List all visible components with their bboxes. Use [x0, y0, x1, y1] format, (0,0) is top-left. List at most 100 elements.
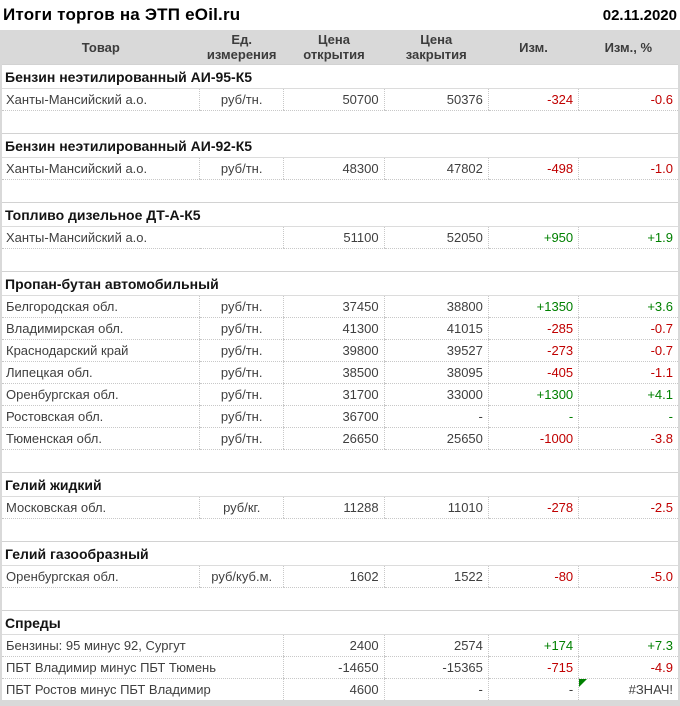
cell-unit: руб/кг. — [199, 496, 284, 519]
section-gap — [1, 111, 679, 134]
section-title: Пропан-бутан автомобильный — [1, 271, 679, 296]
section-title: Бензин неэтилированный АИ-95-К5 — [1, 64, 679, 89]
cell-unit: руб/куб.м. — [199, 565, 284, 588]
section-gap-row — [1, 111, 679, 134]
cell-open-price: 11288 — [283, 496, 385, 519]
table-row: Ханты-Мансийский а.о. руб/тн. 50700 50376 -3… — [1, 88, 679, 111]
cell-close-price: 38095 — [383, 361, 489, 384]
cell-change-pct: -5.0 — [578, 565, 679, 588]
table-row: Ханты-Мансийский а.о. руб/тн. 48300 47802 -4… — [1, 157, 679, 180]
cell-unit: руб/тн. — [199, 157, 284, 180]
cell-change-pct: -0.7 — [578, 339, 679, 362]
column-header-change: Изм. — [488, 30, 579, 65]
column-header-close-price: Цена закрытия — [384, 30, 489, 65]
section-title-row: Пропан-бутан автомобильный — [1, 271, 679, 296]
cell-change-pct: +1.9 — [578, 226, 679, 249]
column-header-unit: Ед. измерения — [199, 30, 284, 65]
cell-product: Бензины: 95 минус 92, Сургут — [1, 634, 284, 657]
cell-change: -273 — [487, 339, 579, 362]
cell-open-price: 26650 — [283, 427, 385, 450]
cell-close-price: 38800 — [383, 295, 489, 318]
cell-open-price: 37450 — [283, 295, 385, 318]
section-gap-row — [1, 588, 679, 611]
cell-unit: руб/тн. — [199, 427, 284, 450]
table-row: Ростовская обл. руб/тн. 36700- - - — [1, 405, 679, 428]
cell-product: Владимирская обл. — [1, 317, 200, 340]
table-row: ПБТ Владимир минус ПБТ Тюмень -14650 -1536… — [1, 656, 679, 679]
cell-open-price: 36700 — [283, 405, 385, 428]
table-row: Липецкая обл. руб/тн. 38500 38095 -405 -1.1 — [1, 361, 679, 384]
report-header: Итоги торгов на ЭТП eOil.ru 02.11.2020 — [0, 0, 680, 30]
cell-change-pct: +4.1 — [578, 383, 679, 406]
cell-open-price: 48300 — [283, 157, 385, 180]
section-gap — [1, 519, 679, 542]
table-row: Оренбургская обл. руб/тн. 31700 33000 +1300 +… — [1, 383, 679, 406]
cell-change-pct: #ЗНАЧ! — [578, 678, 679, 704]
report-date: 02.11.2020 — [602, 6, 677, 24]
cell-product: Ханты-Мансийский а.о. — [1, 88, 200, 111]
cell-open-price: 4600 — [283, 678, 385, 704]
table-row: ПБТ Ростов минус ПБТ Владимир 4600- - #ЗНАЧ… — [1, 678, 679, 704]
cell-change: -324 — [487, 88, 579, 111]
cell-change: -80 — [487, 565, 579, 588]
table-row: Белгородская обл. руб/тн. 37450 38800 +1350 +… — [1, 295, 679, 318]
cell-close-price: 50376 — [383, 88, 489, 111]
cell-product: ПБТ Владимир минус ПБТ Тюмень — [1, 656, 284, 679]
cell-product: Липецкая обл. — [1, 361, 200, 384]
cell-change: -278 — [487, 496, 579, 519]
section-gap-row — [1, 450, 679, 473]
cell-close-price: 52050 — [383, 226, 489, 249]
cell-change: -405 — [487, 361, 579, 384]
error-indicator-icon — [579, 679, 588, 687]
cell-unit: руб/тн. — [199, 339, 284, 362]
cell-unit: руб/тн. — [199, 405, 284, 428]
column-header-change-pct: Изм., % — [578, 30, 679, 65]
cell-change-pct: -0.7 — [578, 317, 679, 340]
section-title-row: Гелий газообразный — [1, 541, 679, 566]
cell-change: -498 — [487, 157, 579, 180]
cell-change: +1350 — [487, 295, 579, 318]
cell-open-price: 1602 — [283, 565, 385, 588]
section-gap — [1, 180, 679, 203]
table-row: Ханты-Мансийский а.о. 51100 52050 +950 +1.9 — [1, 226, 679, 249]
section-title-row: Спреды — [1, 610, 679, 635]
cell-change: -715 — [487, 656, 579, 679]
cell-open-price: 51100 — [283, 226, 385, 249]
cell-close-price: 11010 — [383, 496, 489, 519]
cell-change-pct: -4.9 — [578, 656, 679, 679]
cell-change-pct: -1.0 — [578, 157, 679, 180]
section-title-row: Гелий жидкий — [1, 472, 679, 497]
cell-product: Оренбургская обл. — [1, 565, 200, 588]
cell-change-pct: - — [578, 405, 679, 428]
table-row: Бензины: 95 минус 92, Сургут 2400 2574 +174… — [1, 634, 679, 657]
section-gap-row — [1, 249, 679, 272]
section-gap-row — [1, 180, 679, 203]
cell-open-price: 39800 — [283, 339, 385, 362]
cell-product: ПБТ Ростов минус ПБТ Владимир — [1, 678, 284, 704]
cell-change: - — [487, 405, 579, 428]
cell-product: Ростовская обл. — [1, 405, 200, 428]
cell-unit: руб/тн. — [199, 88, 284, 111]
table-row: Московская обл. руб/кг. 11288 11010 -278 -2.5 — [1, 496, 679, 519]
table-row: Оренбургская обл. руб/куб.м. 1602 1522 -80 -5… — [1, 565, 679, 588]
cell-change-pct: -0.6 — [578, 88, 679, 111]
column-header-product: Товар — [1, 30, 200, 65]
report-title: Итоги торгов на ЭТП eOil.ru — [3, 5, 241, 24]
cell-change: - — [487, 678, 579, 704]
cell-change: -285 — [487, 317, 579, 340]
cell-change: +950 — [487, 226, 579, 249]
section-title-row: Бензин неэтилированный АИ-92-К5 — [1, 133, 679, 158]
cell-change-pct: -2.5 — [578, 496, 679, 519]
cell-change-pct: +7.3 — [578, 634, 679, 657]
section-gap — [1, 588, 679, 611]
results-table: Товар Ед. измерения Цена открытия Цена закр… — [0, 30, 680, 706]
cell-close-price: 25650 — [383, 427, 489, 450]
table-row: Тюменская обл. руб/тн. 26650 25650 -1000 -3.8 — [1, 427, 679, 450]
cell-product: Краснодарский край — [1, 339, 200, 362]
section-gap-row — [1, 519, 679, 542]
cell-open-price: -14650 — [283, 656, 385, 679]
cell-unit: руб/тн. — [199, 361, 284, 384]
section-title: Гелий жидкий — [1, 472, 679, 497]
cell-change: -1000 — [487, 427, 579, 450]
